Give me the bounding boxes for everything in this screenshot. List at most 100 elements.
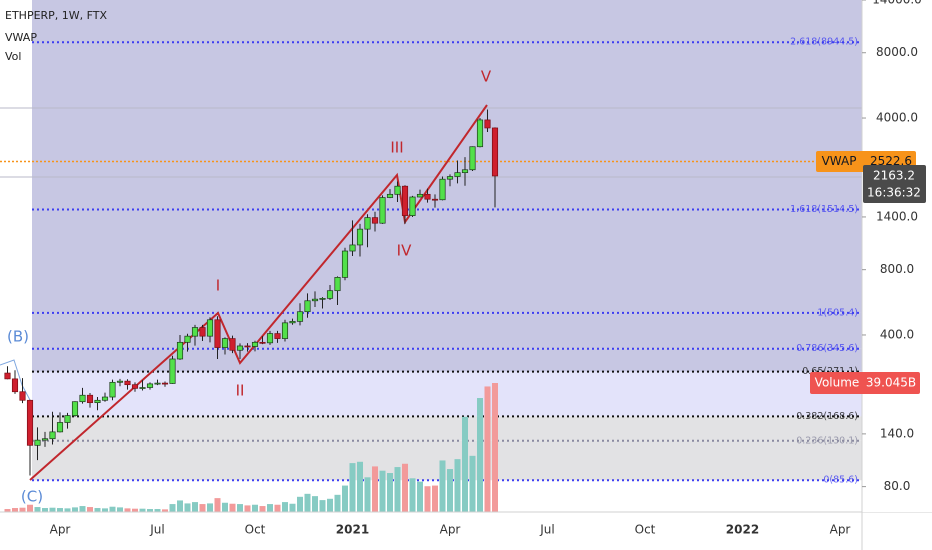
volume-bar: [154, 509, 161, 512]
volume-bar: [492, 383, 498, 512]
vwap-value: 2522.6: [870, 154, 912, 168]
volume-bar: [469, 455, 476, 512]
volume-bar: [477, 398, 483, 512]
candle-body: [49, 431, 56, 440]
candle-body: [199, 327, 206, 337]
volume-bar: [259, 506, 266, 512]
volume-value: 39.045B: [866, 376, 916, 390]
price-badge: [863, 164, 926, 203]
candle-body: [334, 277, 341, 292]
candle-body: [266, 333, 274, 344]
candle-body: [296, 311, 304, 322]
volume-bar: [454, 459, 461, 512]
volume-bar: [162, 509, 168, 512]
countdown: 16:36:32: [867, 185, 921, 199]
candle-body: [341, 250, 349, 278]
candles: [4, 109, 499, 476]
candle-body: [259, 341, 266, 344]
y-tick-label: 14000.0: [872, 0, 922, 7]
horizontal-lines: [0, 107, 862, 178]
y-tick-label: 4000.0: [876, 111, 918, 125]
volume-bar: [462, 416, 468, 512]
candle-body: [251, 341, 259, 347]
candle-body: [386, 193, 394, 198]
candle-body: [394, 185, 401, 195]
volume-bar: [94, 508, 101, 512]
volume-bar: [49, 507, 56, 512]
candle-body: [94, 399, 101, 404]
volume-bar: [237, 504, 243, 512]
candle-body: [71, 401, 79, 416]
candle-body: [101, 396, 109, 401]
fib-label: 2.618(8944.5): [790, 37, 858, 48]
candle-body: [191, 327, 199, 337]
volume-bar: [87, 507, 93, 512]
candle-body: [64, 415, 71, 423]
candle-body: [304, 300, 311, 313]
fib-zone: [32, 209, 862, 313]
x-tick-label: Apr: [50, 523, 71, 537]
volume-bar: [297, 496, 303, 512]
x-tick-label: 2022: [726, 523, 759, 537]
volume-bar: [252, 504, 258, 512]
volume-bar: [27, 504, 33, 512]
volume-bar: [64, 508, 71, 512]
x-tick-label: Apr: [440, 523, 461, 537]
candle-body: [26, 399, 34, 446]
candle-body: [56, 422, 64, 433]
candle-body: [446, 176, 454, 180]
candle-body: [349, 244, 356, 252]
candle-body: [439, 178, 446, 201]
fib-label: 0.786(345.6): [796, 343, 858, 354]
y-tick-label: 8000.0: [876, 45, 918, 59]
indicator-name: VWAP: [5, 31, 37, 44]
wave-b-line: [0, 359, 31, 401]
candle-body: [491, 127, 499, 177]
volume-bar: [19, 507, 26, 512]
volume-bar: [267, 504, 273, 512]
volume-bar: [4, 509, 11, 512]
volume-bar: [132, 508, 138, 512]
fib-zones: [32, 0, 862, 481]
volume-bar: [424, 486, 431, 512]
chart-title: ETHPERP, 1W, FTX: [5, 9, 108, 22]
volume-bar: [222, 502, 228, 512]
volume-bar: [214, 498, 221, 512]
candle-body: [401, 185, 409, 216]
candle-body: [409, 196, 416, 216]
volume-bar: [312, 496, 318, 512]
candle-body: [371, 217, 379, 224]
axes: 14000.0 8000.0 4000.0 1400.0 800.0 400.0 140.0…: [50, 0, 922, 537]
x-axis-band: [0, 512, 932, 550]
volume-bar: [169, 504, 176, 512]
volume-bar: [139, 508, 146, 512]
candle-body: [289, 321, 296, 324]
fib-label: 1(505.4): [817, 307, 858, 318]
candle-body: [146, 383, 154, 388]
candle-body: [11, 378, 19, 393]
y-tick-label: 800.0: [880, 262, 914, 276]
candle-body: [169, 358, 176, 384]
fib-label: 1.618(1514.5): [790, 204, 858, 215]
wave-label: V: [481, 68, 492, 86]
wave-label: III: [390, 139, 403, 157]
y-tick-label: 1400.0: [876, 209, 918, 223]
candle-body: [86, 394, 94, 404]
y-tick-label: 140.0: [880, 426, 914, 440]
candle-body: [161, 382, 169, 385]
candle-body: [319, 298, 326, 300]
candle-body: [34, 439, 41, 446]
volume-bar: [379, 470, 386, 512]
candle-body: [19, 391, 26, 401]
volume-bar: [102, 508, 108, 512]
volume-bar: [409, 478, 416, 512]
candle-body: [326, 290, 334, 299]
volume-bar: [244, 505, 251, 512]
volume-bar: [117, 507, 123, 512]
candle-body: [176, 341, 184, 360]
fib-label: 0.65(271.1): [802, 366, 858, 377]
x-tick-label: Oct: [635, 523, 656, 537]
fib-zone: [32, 371, 862, 417]
volume-badge: [810, 372, 920, 394]
